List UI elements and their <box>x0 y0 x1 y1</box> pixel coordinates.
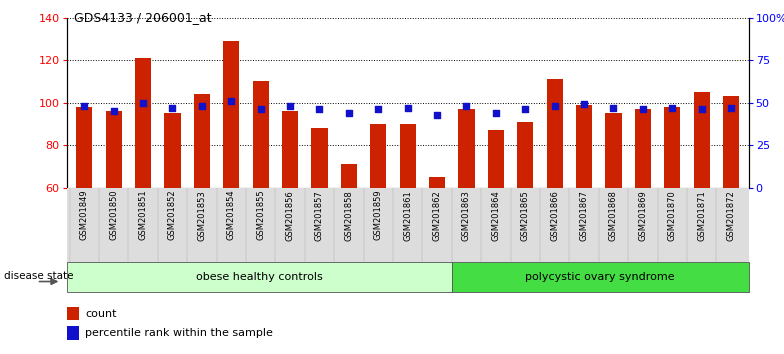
Bar <box>664 107 681 188</box>
Text: GSM201853: GSM201853 <box>198 190 206 241</box>
Point <box>578 102 590 107</box>
Text: GSM201859: GSM201859 <box>374 190 383 240</box>
Text: GSM201865: GSM201865 <box>521 190 530 241</box>
Bar <box>517 122 533 188</box>
Point <box>78 103 90 109</box>
Point <box>607 105 619 110</box>
Text: GSM201863: GSM201863 <box>462 190 471 241</box>
Bar <box>370 124 387 188</box>
Text: disease state: disease state <box>4 270 74 280</box>
Text: GSM201867: GSM201867 <box>579 190 589 241</box>
Text: GSM201872: GSM201872 <box>727 190 735 241</box>
Text: polycystic ovary syndrome: polycystic ovary syndrome <box>525 272 675 282</box>
Bar <box>106 111 122 188</box>
Bar <box>76 107 93 188</box>
Text: GSM201852: GSM201852 <box>168 190 177 240</box>
Text: obese healthy controls: obese healthy controls <box>196 272 322 282</box>
Bar <box>576 105 592 188</box>
Text: GDS4133 / 206001_at: GDS4133 / 206001_at <box>74 11 212 24</box>
Bar <box>135 58 151 188</box>
Bar <box>194 94 210 188</box>
Text: GSM201858: GSM201858 <box>344 190 354 241</box>
Bar <box>67 326 79 340</box>
Text: GSM201864: GSM201864 <box>492 190 500 241</box>
Bar <box>311 128 328 188</box>
Text: GSM201854: GSM201854 <box>227 190 236 240</box>
Point <box>637 107 649 112</box>
Bar <box>400 124 416 188</box>
Point <box>313 107 325 112</box>
Bar <box>165 113 180 188</box>
Point <box>666 105 678 110</box>
Point <box>519 107 532 112</box>
Point <box>460 103 473 109</box>
Bar <box>723 96 739 188</box>
Bar <box>67 262 452 292</box>
Point <box>724 105 737 110</box>
Point <box>695 107 708 112</box>
Text: GSM201856: GSM201856 <box>285 190 295 241</box>
Text: GSM201868: GSM201868 <box>609 190 618 241</box>
Bar <box>341 164 357 188</box>
Bar <box>282 111 298 188</box>
Text: GSM201862: GSM201862 <box>433 190 441 241</box>
Point <box>107 108 120 114</box>
Text: percentile rank within the sample: percentile rank within the sample <box>85 328 274 338</box>
Point <box>195 103 208 109</box>
Text: GSM201851: GSM201851 <box>139 190 147 240</box>
Point <box>225 98 238 104</box>
Bar <box>635 109 651 188</box>
Text: GSM201861: GSM201861 <box>403 190 412 241</box>
Point <box>430 112 443 118</box>
Bar <box>546 79 563 188</box>
Bar <box>605 113 622 188</box>
Text: GSM201855: GSM201855 <box>256 190 265 240</box>
Text: GSM201870: GSM201870 <box>668 190 677 241</box>
Bar <box>252 81 269 188</box>
Bar <box>694 92 710 188</box>
Text: GSM201871: GSM201871 <box>697 190 706 241</box>
Text: GSM201866: GSM201866 <box>550 190 559 241</box>
Text: GSM201850: GSM201850 <box>109 190 118 240</box>
Bar <box>488 130 504 188</box>
Point <box>548 103 561 109</box>
Point <box>166 105 179 110</box>
Point <box>254 107 267 112</box>
Bar <box>459 109 474 188</box>
Bar <box>452 262 749 292</box>
Text: count: count <box>85 309 117 319</box>
Text: GSM201849: GSM201849 <box>80 190 89 240</box>
Point <box>489 110 502 116</box>
Bar <box>429 177 445 188</box>
Point <box>343 110 355 116</box>
Point <box>136 100 149 105</box>
Point <box>401 105 414 110</box>
Bar <box>223 41 239 188</box>
Point <box>284 103 296 109</box>
Point <box>372 107 384 112</box>
Bar <box>67 307 79 320</box>
Text: GSM201857: GSM201857 <box>315 190 324 241</box>
Text: GSM201869: GSM201869 <box>638 190 648 241</box>
